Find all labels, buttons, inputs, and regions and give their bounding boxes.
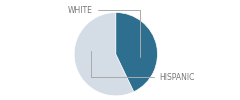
Wedge shape [74,12,134,96]
Wedge shape [116,12,157,92]
Text: WHITE: WHITE [68,6,140,57]
Text: HISPANIC: HISPANIC [91,51,195,82]
